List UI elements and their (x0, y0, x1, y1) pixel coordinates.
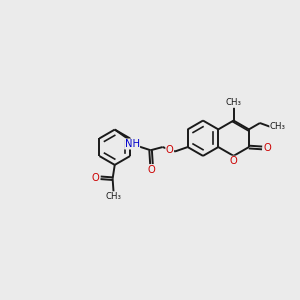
Text: O: O (263, 143, 271, 153)
Text: O: O (166, 145, 174, 155)
Text: CH₃: CH₃ (106, 192, 122, 201)
Text: NH: NH (124, 139, 140, 149)
Text: O: O (230, 156, 238, 166)
Text: CH₃: CH₃ (226, 98, 242, 107)
Text: O: O (92, 173, 100, 183)
Text: CH₃: CH₃ (270, 122, 286, 131)
Text: O: O (148, 165, 155, 175)
